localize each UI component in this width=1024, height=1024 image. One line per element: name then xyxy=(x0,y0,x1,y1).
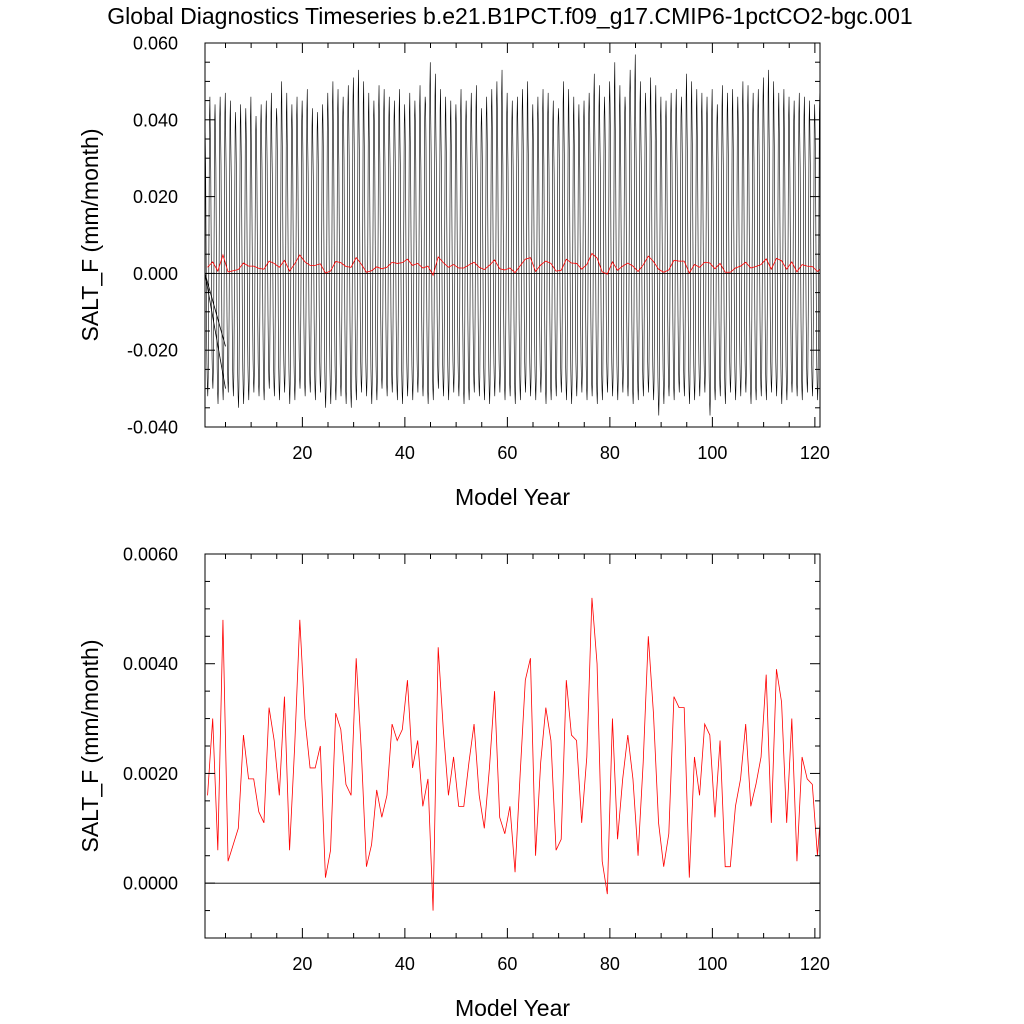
bottom-panel: Model Year SALT_F (mm/month) 20 40 60 80 100… xyxy=(77,545,830,1022)
monthly-diagonal-line-1 xyxy=(205,273,226,347)
y-tick-label: 0.0000 xyxy=(123,874,178,894)
y-tick-label: 0.0040 xyxy=(123,654,178,674)
y-tick-label: 0.0020 xyxy=(123,764,178,784)
top-x-ticks: 20 40 60 80 100 120 xyxy=(225,43,830,463)
bottom-y-ticks: 0.0000 0.0020 0.0040 0.0060 xyxy=(123,545,820,939)
y-tick-label: 0.020 xyxy=(133,187,178,207)
bottom-y-axis-label: SALT_F (mm/month) xyxy=(77,640,103,853)
bottom-annual-mean-line xyxy=(207,597,820,911)
x-tick-label: 60 xyxy=(497,954,517,974)
top-x-axis-label: Model Year xyxy=(455,484,570,510)
x-tick-label: 120 xyxy=(800,954,830,974)
bottom-plot-content xyxy=(205,597,820,911)
top-annual-mean-line xyxy=(207,252,820,277)
x-tick-label: 120 xyxy=(800,443,830,463)
bottom-x-axis-label: Model Year xyxy=(455,995,570,1021)
x-tick-label: 80 xyxy=(600,954,620,974)
monthly-series-line xyxy=(205,54,820,416)
y-tick-label: 0.0060 xyxy=(123,545,178,565)
chart-title: Global Diagnostics Timeseries b.e21.B1PC… xyxy=(107,3,912,29)
x-tick-label: 60 xyxy=(497,443,517,463)
bottom-x-ticks: 20 40 60 80 100 120 xyxy=(225,554,830,974)
y-tick-label: 0.040 xyxy=(133,110,178,130)
bottom-plot-frame xyxy=(204,553,821,939)
y-tick-label: 0.060 xyxy=(133,34,178,54)
top-y-ticks: -0.040 -0.020 0.000 0.020 0.040 0.060 xyxy=(127,34,820,438)
x-tick-label: 20 xyxy=(292,443,312,463)
y-tick-label: -0.040 xyxy=(127,418,178,438)
top-y-axis-label: SALT_F (mm/month) xyxy=(77,129,103,342)
y-tick-label: -0.020 xyxy=(127,341,178,361)
x-tick-label: 20 xyxy=(292,954,312,974)
top-plot-content xyxy=(205,54,820,416)
x-tick-label: 80 xyxy=(600,443,620,463)
x-tick-label: 40 xyxy=(395,443,415,463)
x-tick-label: 100 xyxy=(697,443,727,463)
x-tick-label: 40 xyxy=(395,954,415,974)
x-tick-label: 100 xyxy=(697,954,727,974)
top-panel: Model Year SALT_F (mm/month) 20 40 60 80 100… xyxy=(77,34,830,511)
y-tick-label: 0.000 xyxy=(133,264,178,284)
